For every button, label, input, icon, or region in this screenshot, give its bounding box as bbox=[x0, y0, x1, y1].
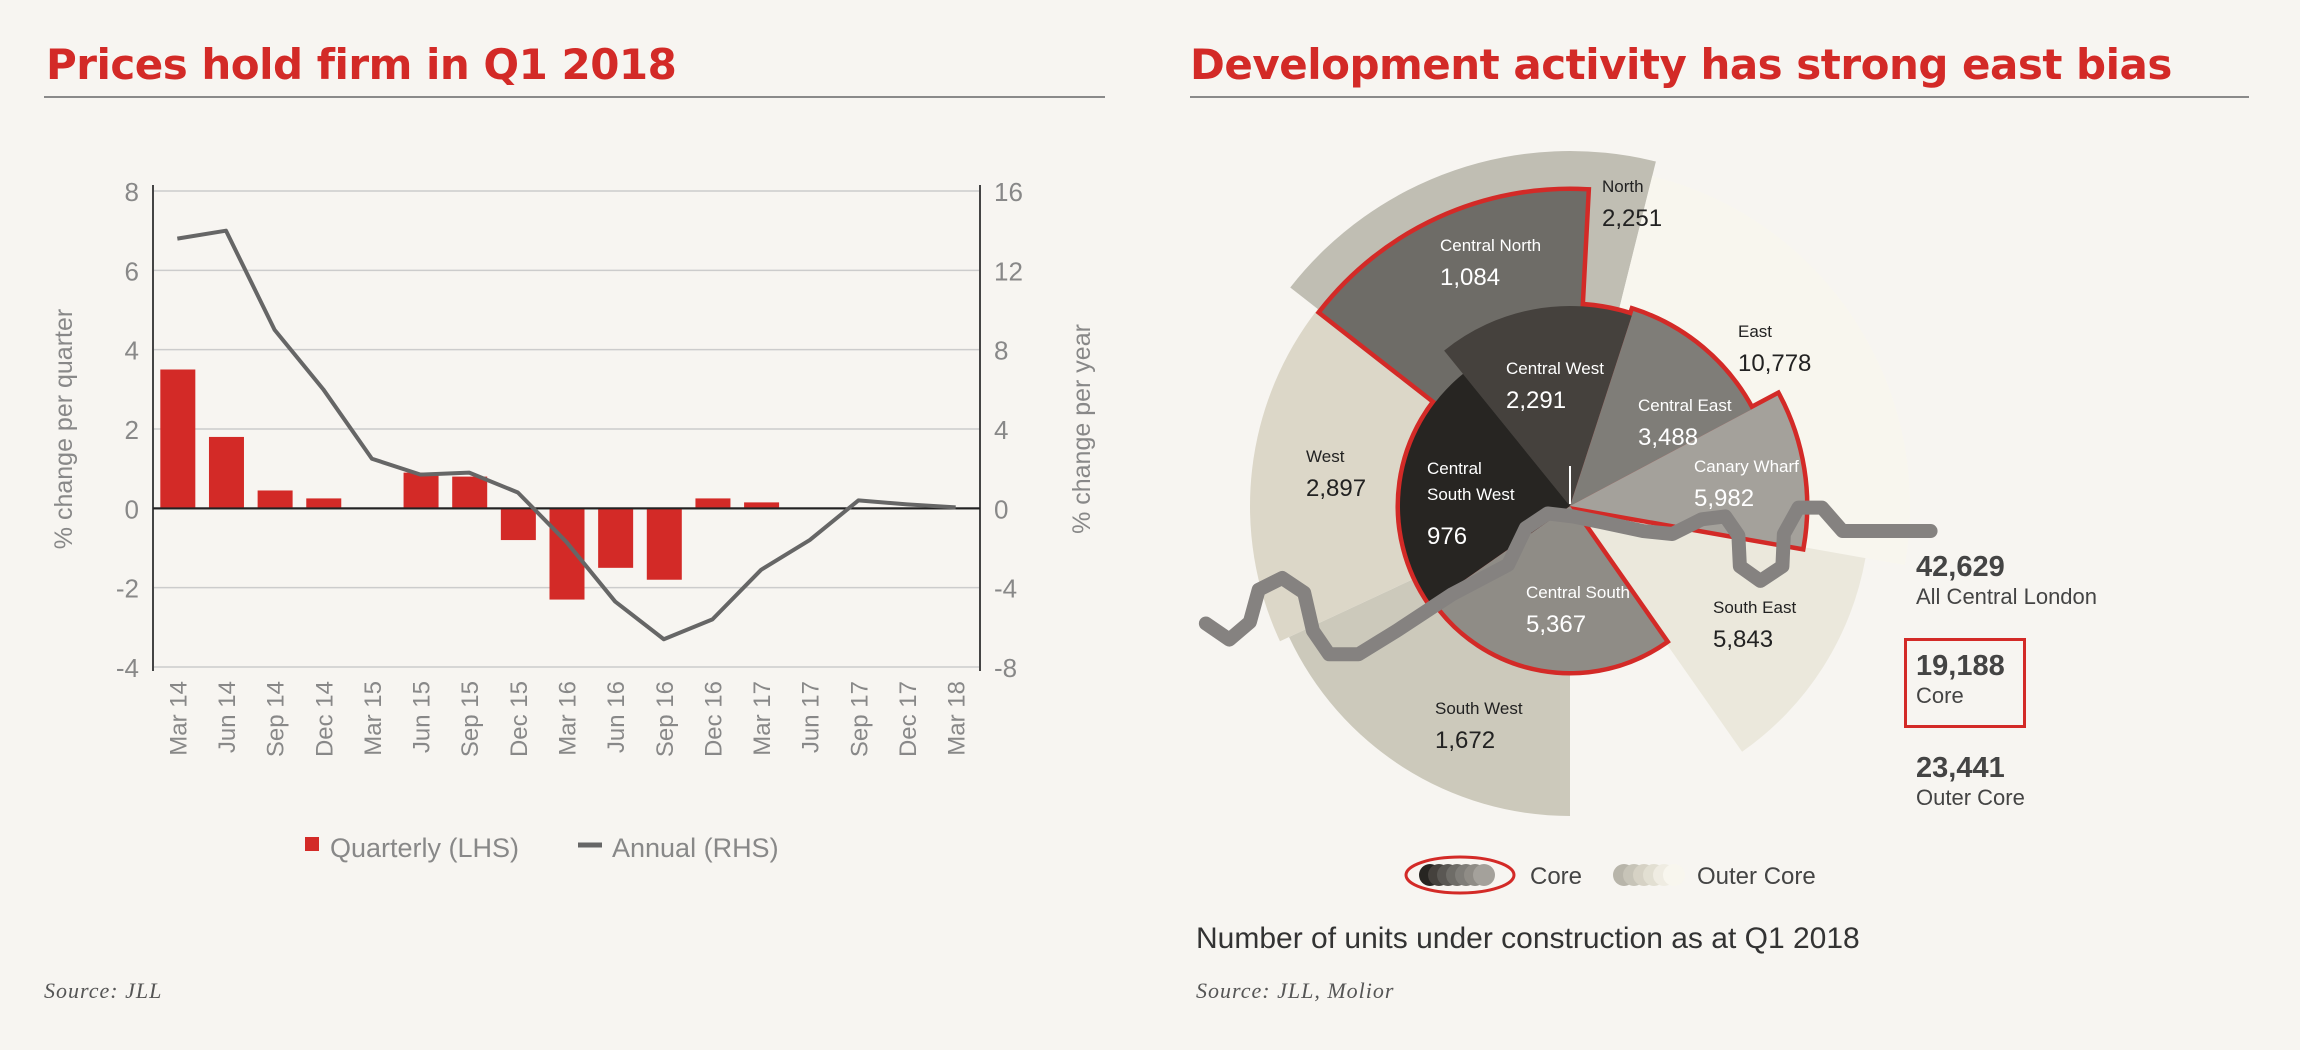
sector-central-south bbox=[1434, 506, 1665, 671]
segment-label: Canary Wharf bbox=[1694, 457, 1799, 476]
x-tick-label: Sep 16 bbox=[652, 681, 679, 757]
y-tick-left: 4 bbox=[125, 336, 139, 366]
core-total-box bbox=[1904, 638, 2026, 728]
x-tick-label: Sep 14 bbox=[263, 681, 290, 757]
segment-value: 2,897 bbox=[1306, 475, 1366, 502]
segment-value: 1,084 bbox=[1440, 264, 1500, 291]
segment-value: 5,982 bbox=[1694, 485, 1754, 512]
segment-label: East bbox=[1738, 322, 1772, 341]
segment-label: North bbox=[1602, 177, 1644, 196]
bar-jun-14 bbox=[208, 436, 244, 509]
x-tick-label: Mar 16 bbox=[555, 681, 582, 756]
y-tick-left: -4 bbox=[116, 653, 139, 683]
segment-value: 10,778 bbox=[1738, 350, 1811, 377]
segment-label: South West bbox=[1427, 485, 1515, 504]
x-tick-label: Mar 17 bbox=[749, 681, 776, 756]
x-tick-label: Dec 16 bbox=[700, 681, 727, 757]
y-tick-right: 16 bbox=[994, 177, 1023, 207]
segment-value: 2,291 bbox=[1506, 387, 1566, 414]
segment-value: 3,488 bbox=[1638, 424, 1698, 451]
y-tick-right: -4 bbox=[994, 574, 1017, 604]
sector-canary-wharf bbox=[1570, 395, 1805, 547]
x-tick-label: Jun 16 bbox=[603, 681, 630, 753]
left-title: Prices hold firm in Q1 2018 bbox=[46, 40, 677, 89]
legend-outer-swatch bbox=[1663, 864, 1685, 886]
bar-jun-16 bbox=[598, 508, 634, 568]
y-tick-left: 2 bbox=[125, 415, 139, 445]
x-tick-label: Mar 14 bbox=[165, 681, 192, 756]
bar-mar-16 bbox=[549, 508, 585, 600]
bar-dec-16 bbox=[695, 498, 731, 509]
x-tick-label: Dec 15 bbox=[506, 681, 533, 757]
segment-label: Central South bbox=[1526, 583, 1630, 602]
sector-central-east bbox=[1570, 311, 1752, 506]
segment-label: West bbox=[1306, 447, 1345, 466]
x-tick-label: Jun 17 bbox=[798, 681, 825, 753]
right-source: Source: JLL, Molior bbox=[1196, 978, 1395, 1003]
x-tick-label: Jun 15 bbox=[409, 681, 436, 753]
segment-label: South West bbox=[1435, 699, 1523, 718]
price-chart: 8 6 4 2 0 -2 -4 16 12 8 4 0 -4 -8 % change per quarter… bbox=[50, 177, 1096, 863]
y-tick-left: 6 bbox=[125, 256, 139, 286]
x-tick-label: Mar 18 bbox=[944, 681, 971, 756]
bar-dec-14 bbox=[306, 498, 342, 509]
segment-value: 1,672 bbox=[1435, 727, 1495, 754]
legend-outer-label: Outer Core bbox=[1697, 863, 1816, 890]
bar-sep-15 bbox=[452, 476, 488, 509]
segment-label: Central West bbox=[1506, 359, 1604, 378]
total-core: 19,188 Core bbox=[1916, 650, 2005, 708]
segment-label: Central East bbox=[1638, 396, 1732, 415]
legend-bar-swatch bbox=[305, 837, 319, 851]
bar-sep-14 bbox=[257, 490, 293, 509]
chart-caption: Number of units under construction as at… bbox=[1196, 922, 1860, 955]
bar-dec-15 bbox=[500, 508, 536, 541]
bar-mar-17 bbox=[744, 502, 780, 509]
sector-south-east bbox=[1570, 506, 1866, 752]
y-tick-right: 8 bbox=[994, 336, 1008, 366]
segment-label: Central North bbox=[1440, 236, 1541, 255]
y-tick-right: 12 bbox=[994, 256, 1023, 286]
segment-value: 976 bbox=[1427, 523, 1467, 550]
legend-core-outline bbox=[1404, 855, 1516, 895]
bar-mar-14 bbox=[160, 369, 196, 509]
left-title-rule bbox=[44, 96, 1105, 98]
y-tick-right: 0 bbox=[994, 494, 1008, 524]
y-axis-label-right: % change per year bbox=[1068, 324, 1096, 534]
x-tick-label: Mar 15 bbox=[360, 681, 387, 756]
segment-label: South East bbox=[1713, 598, 1796, 617]
bar-jun-15 bbox=[403, 472, 439, 509]
right-title: Development activity has strong east bia… bbox=[1190, 40, 2172, 89]
x-tick-label: Sep 17 bbox=[846, 681, 873, 757]
y-axis-label-left: % change per quarter bbox=[50, 309, 78, 549]
x-tick-label: Sep 15 bbox=[457, 681, 484, 757]
legend-core-label: Core bbox=[1530, 863, 1582, 890]
legend-line-label: Annual (RHS) bbox=[612, 833, 779, 863]
segment-label: Central bbox=[1427, 459, 1482, 478]
total-all: 42,629 All Central London bbox=[1916, 551, 2098, 609]
x-tick-label: Dec 14 bbox=[311, 681, 338, 757]
x-tick-label: Jun 14 bbox=[214, 681, 241, 753]
legend-core-swatch bbox=[1473, 864, 1495, 886]
y-tick-right: 4 bbox=[994, 415, 1008, 445]
segment-value: 5,843 bbox=[1713, 626, 1773, 653]
river-thames bbox=[1198, 500, 1938, 662]
segment-value: 5,367 bbox=[1526, 611, 1586, 638]
bar-sep-16 bbox=[646, 508, 682, 580]
y-tick-left: 0 bbox=[125, 494, 139, 524]
y-tick-right: -8 bbox=[994, 653, 1017, 683]
x-tick-label: Dec 17 bbox=[895, 681, 922, 757]
sector-central-south-west bbox=[1400, 373, 1570, 604]
annual-line bbox=[177, 228, 956, 642]
right-title-rule bbox=[1190, 96, 2249, 98]
left-source: Source: JLL bbox=[44, 978, 163, 1003]
total-outer: 23,441 Outer Core bbox=[1916, 752, 2025, 810]
development-chart: North 2,251 East 10,778 South East 5,843 South… bbox=[1198, 151, 1938, 895]
y-tick-left: 8 bbox=[125, 177, 139, 207]
legend-bar-label: Quarterly (LHS) bbox=[330, 833, 519, 863]
sector-central-west bbox=[1444, 306, 1632, 506]
segment-value: 2,251 bbox=[1602, 205, 1662, 232]
y-tick-left: -2 bbox=[116, 574, 139, 604]
